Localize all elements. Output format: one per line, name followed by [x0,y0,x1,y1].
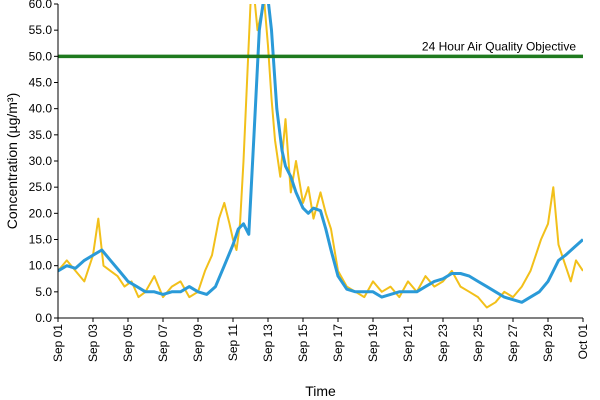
x-tick-label: Sep 23 [436,324,450,362]
rolling-average-line [58,4,583,304]
objective-line-group: 24 Hour Air Quality Objective [58,39,583,59]
y-tick-label: 30.0 [29,154,53,168]
x-tick-label: Sep 13 [261,324,275,362]
x-tick-label: Sep 11 [226,324,240,361]
y-tick-label: 55.0 [29,23,53,37]
x-tick-label: Sep 21 [401,324,415,362]
x-tick-label: Sep 05 [121,324,135,362]
y-tick-label: 35.0 [29,128,53,142]
x-tick-label: Sep 19 [366,324,380,362]
x-tick-label: Sep 09 [191,324,205,362]
x-tick-label: Sep 29 [541,324,555,362]
y-tick-label: 0.0 [35,311,52,325]
x-tick-label: Sep 07 [156,324,170,362]
x-tick-label: Sep 25 [471,324,485,362]
hourly-concentration-line [58,4,583,309]
x-axis-title: Time [305,383,336,399]
x-tick-label: Sep 15 [296,324,310,362]
y-tick-label: 40.0 [29,102,53,116]
y-tick-label: 10.0 [29,259,53,273]
rolling-average-series [58,4,583,304]
x-tick-label: Sep 27 [506,324,520,362]
y-tick-label: 15.0 [29,233,53,247]
y-tick-label: 5.0 [35,285,52,299]
x-tick-label: Oct 01 [576,324,590,360]
y-tick-label: 20.0 [29,206,53,220]
x-tick-label: Sep 03 [86,324,100,362]
x-tick-group: Sep 01 Sep 03 Sep 05 Sep 07 Sep 09 Sep 11 Sep … [51,318,590,362]
objective-label: 24 Hour Air Quality Objective [422,39,576,53]
y-tick-label: 25.0 [29,180,53,194]
y-axis-title: Concentration (µg/m³) [4,93,20,229]
y-tick-label: 50.0 [29,49,53,63]
x-tick-label: Sep 01 [51,324,65,362]
hourly-concentration-series [58,4,583,309]
y-tick-label: 45.0 [29,76,53,90]
y-tick-label: 60.0 [29,0,53,11]
x-tick-label: Sep 17 [331,324,345,362]
y-tick-group: 0.0 5.0 10.0 15.0 20.0 25.0 30.0 35.0 40.0 45.0 50… [29,0,58,325]
